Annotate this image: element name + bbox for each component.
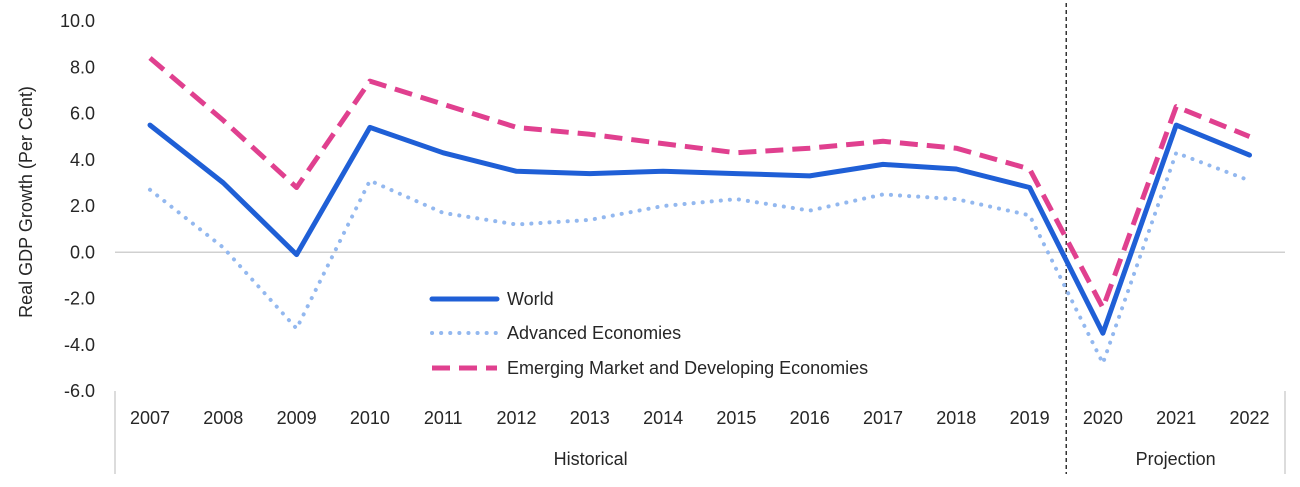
x-group-label: Projection [1136,449,1216,469]
x-tick-label: 2020 [1083,408,1123,428]
x-tick-label: 2022 [1229,408,1269,428]
y-tick-label: 4.0 [70,150,95,170]
axis-lines [114,3,1286,474]
y-axis: 10.0 8.0 6.0 4.0 2.0 0.0 -2.0 -4.0 -6.0 [60,11,95,401]
y-axis-label: Real GDP Growth (Per Cent) [16,86,36,318]
x-tick-label: 2014 [643,408,683,428]
y-tick-label: 10.0 [60,11,95,31]
legend-label: World [507,289,554,309]
y-tick-label: 8.0 [70,57,95,77]
x-tick-label: 2012 [496,408,536,428]
legend: World Advanced Economies Emerging Market a… [429,289,868,378]
legend-label: Advanced Economies [507,323,681,343]
x-tick-label: 2021 [1156,408,1196,428]
x-group-label: Historical [554,449,628,469]
x-tick-label: 2009 [277,408,317,428]
series-lines [147,56,1252,366]
x-tick-label: 2013 [570,408,610,428]
x-axis-groups: Historical Projection [554,449,1216,469]
x-tick-label: 2010 [350,408,390,428]
x-tick-label: 2015 [716,408,756,428]
y-tick-label: 0.0 [70,242,95,262]
series-line-2 [148,56,1251,311]
y-tick-label: -2.0 [64,289,95,309]
x-axis: 2007 2008 2009 2010 2011 2012 2013 2014 2015 2016… [130,408,1270,428]
x-tick-label: 2017 [863,408,903,428]
series-line-1 [148,150,1252,366]
x-tick-label: 2019 [1010,408,1050,428]
legend-label: Emerging Market and Developing Economies [507,358,868,378]
y-tick-label: 2.0 [70,196,95,216]
y-tick-label: -6.0 [64,381,95,401]
x-tick-label: 2018 [936,408,976,428]
y-tick-label: -4.0 [64,335,95,355]
y-tick-label: 6.0 [70,104,95,124]
x-tick-label: 2008 [203,408,243,428]
x-tick-label: 2016 [790,408,830,428]
x-tick-label: 2007 [130,408,170,428]
series-line-0 [147,122,1252,336]
x-tick-label: 2011 [424,408,463,428]
